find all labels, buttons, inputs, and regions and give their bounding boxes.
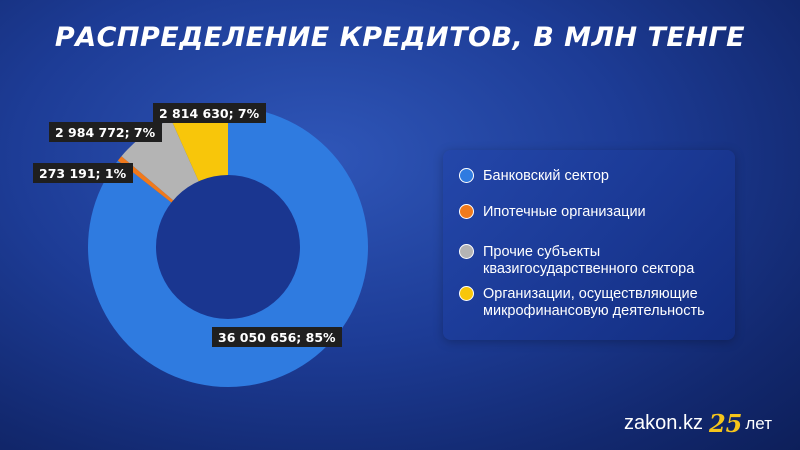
svg-text:2 984 772; 7%: 2 984 772; 7% (55, 125, 156, 140)
legend-label: Банковский сектор (483, 168, 609, 184)
donut-hole (156, 175, 300, 319)
svg-text:273 191; 1%: 273 191; 1% (39, 166, 127, 181)
data-label-bank: 36 050 656; 85% (212, 327, 342, 347)
legend-label: Организации, осуществляющие микрофинансо… (483, 286, 705, 319)
svg-text:36 050 656; 85%: 36 050 656; 85% (218, 330, 336, 345)
data-label-mortgage: 273 191; 1% (33, 163, 133, 183)
legend-item-quasi-state: Прочие субъекты квазигосударственного се… (459, 244, 733, 278)
legend-swatch-bank (459, 168, 474, 183)
brand-site: zakon.kz (624, 412, 703, 434)
data-label-microfinance: 2 814 630; 7% (153, 103, 266, 123)
legend-item-bank: Банковский сектор (459, 168, 733, 185)
legend-swatch-quasi-state (459, 244, 474, 259)
brand-anniversary-number: 25 (708, 409, 743, 438)
chart-title: РАСПРЕДЕЛЕНИЕ КРЕДИТОВ, В МЛН ТЕНГЕ (54, 22, 746, 53)
legend-item-mortgage: Ипотечные организации (459, 204, 733, 221)
legend-swatch-mortgage (459, 204, 474, 219)
legend-item-microfinance: Организации, осуществляющие микрофинансо… (459, 286, 733, 320)
brand-logo: zakon.kz 25 лет (624, 409, 772, 438)
brand-anniversary-word: лет (745, 413, 772, 433)
legend-swatch-microfinance (459, 286, 474, 301)
legend: Банковский сектор Ипотечные организации … (443, 150, 735, 340)
legend-label: Прочие субъекты квазигосударственного се… (483, 244, 695, 277)
data-label-quasi-state: 2 984 772; 7% (49, 122, 162, 142)
svg-text:2 814 630; 7%: 2 814 630; 7% (159, 106, 260, 121)
legend-label: Ипотечные организации (483, 204, 646, 220)
